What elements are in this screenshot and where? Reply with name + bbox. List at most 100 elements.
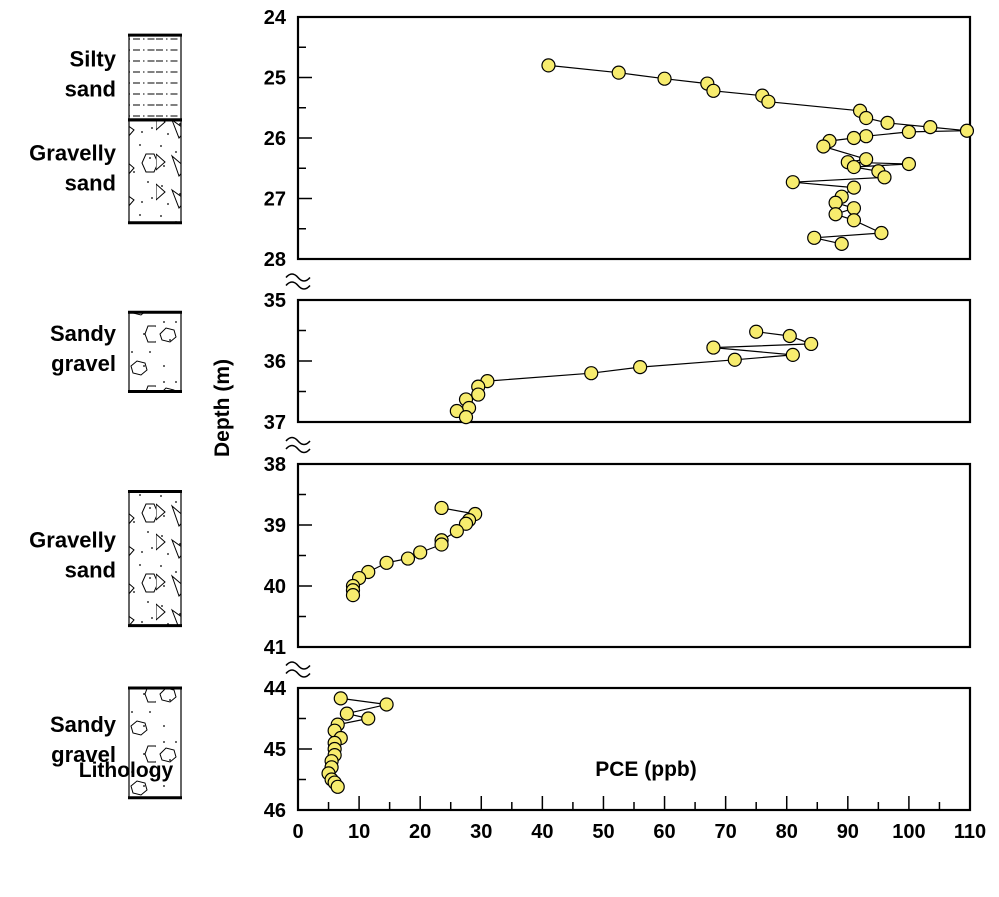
axis-break-mark [285,436,311,446]
data-point [761,94,776,109]
data-point [877,170,892,185]
lithology-title: Lithology [79,759,174,782]
data-point [458,516,474,531]
lithology-unit: Sandy gravel [50,686,182,800]
data-point [330,779,345,794]
data-point [923,120,938,135]
x-axis-title: PCE (ppb) [595,758,696,781]
panel-frame [296,686,972,812]
axis-break-mark [285,661,311,670]
data-point [361,711,376,726]
lithology-block [128,687,182,799]
lithology-unit: Sandy gravel [50,310,182,393]
lithology-label: Sandy [50,321,117,346]
data-point [785,175,800,190]
y-tick-label: 25 [264,68,286,90]
lithology-column: Silty sand Gravelly sand Sandy gravel Gravelly… [29,33,182,800]
data-point [633,360,648,375]
data-point [706,340,721,355]
y-tick-label: 46 [264,800,286,822]
data-point [611,65,626,80]
data-point [901,124,917,140]
data-point [846,159,862,175]
lithology-label: Sandy [50,712,117,737]
data-point [834,236,849,251]
data-point [846,213,862,228]
data-point [333,691,348,706]
y-tick-label: 26 [264,128,286,150]
data-point [413,545,428,560]
axis-break-mark [285,669,311,678]
x-tick-label: 10 [348,821,370,843]
x-tick-label: 110 [954,821,986,843]
panel-4: 44 45 46 [264,661,972,822]
data-point [584,366,599,381]
lithology-block [128,34,182,121]
x-tick-label: 50 [592,821,614,843]
y-tick-label: 37 [264,412,286,434]
data-point [807,230,822,245]
lithology-unit: Gravelly sand [29,118,182,225]
data-point [706,83,721,98]
data-point [846,180,862,195]
x-tick-label: 70 [715,821,737,843]
lithology-block [128,490,182,627]
data-point [804,336,819,352]
data-series-line [455,331,812,418]
data-point [959,123,975,138]
y-tick-label: 45 [264,739,286,761]
lithology-label: gravel [51,742,116,767]
data-point [434,500,449,516]
lithology-label: sand [65,170,116,195]
y-tick-label: 35 [264,290,286,312]
data-point [901,156,917,172]
axis-break-mark [285,281,311,290]
panel-1: 24 25 26 27 28 [264,7,975,271]
x-axis: 0 10 20 30 40 50 60 70 80 90 100 110 [292,796,986,843]
y-tick-label: 40 [264,576,286,598]
lithology-label: Silty [70,47,117,72]
panel-frame [296,462,972,649]
x-tick-label: 60 [653,821,675,843]
data-point [828,207,843,222]
x-tick-label: 20 [409,821,431,843]
data-point [846,130,862,146]
y-tick-label: 41 [264,637,286,659]
data-point [379,697,394,712]
y-tick-label: 24 [264,7,287,29]
y-tick-label: 39 [264,515,286,537]
panel-3: 38 39 40 41 [264,436,972,659]
data-point [859,152,874,167]
data-point [782,328,797,344]
x-tick-label: 80 [776,821,798,843]
y-tick-label: 28 [264,249,286,271]
data-point [874,225,889,241]
lithology-unit: Gravelly sand [29,489,182,628]
plot-panels: 24 25 26 27 28 35 36 37 38 39 40 41 44 45 46 [264,7,975,822]
x-tick-label: 40 [531,821,553,843]
x-tick-label: 90 [837,821,859,843]
data-point [339,706,354,721]
y-axis-title: Depth (m) [211,359,234,457]
y-tick-label: 44 [264,678,287,700]
lithology-label: sand [65,77,116,102]
lithology-label: gravel [51,351,116,376]
axis-break-mark [285,444,311,454]
data-point [859,129,874,144]
x-tick-label: 100 [892,821,925,843]
y-tick-label: 27 [264,189,286,211]
lithology-label: sand [65,558,116,583]
data-point [458,410,474,425]
lithology-unit: Silty sand [65,33,182,122]
data-point [880,115,895,130]
data-point [657,71,672,86]
data-point [471,387,486,402]
panel-frame [296,298,972,424]
lithology-block [128,311,182,393]
lithology-block [128,119,182,224]
data-point [846,201,862,216]
x-tick-label: 0 [292,821,303,843]
data-point [749,324,764,339]
data-point [785,347,800,362]
